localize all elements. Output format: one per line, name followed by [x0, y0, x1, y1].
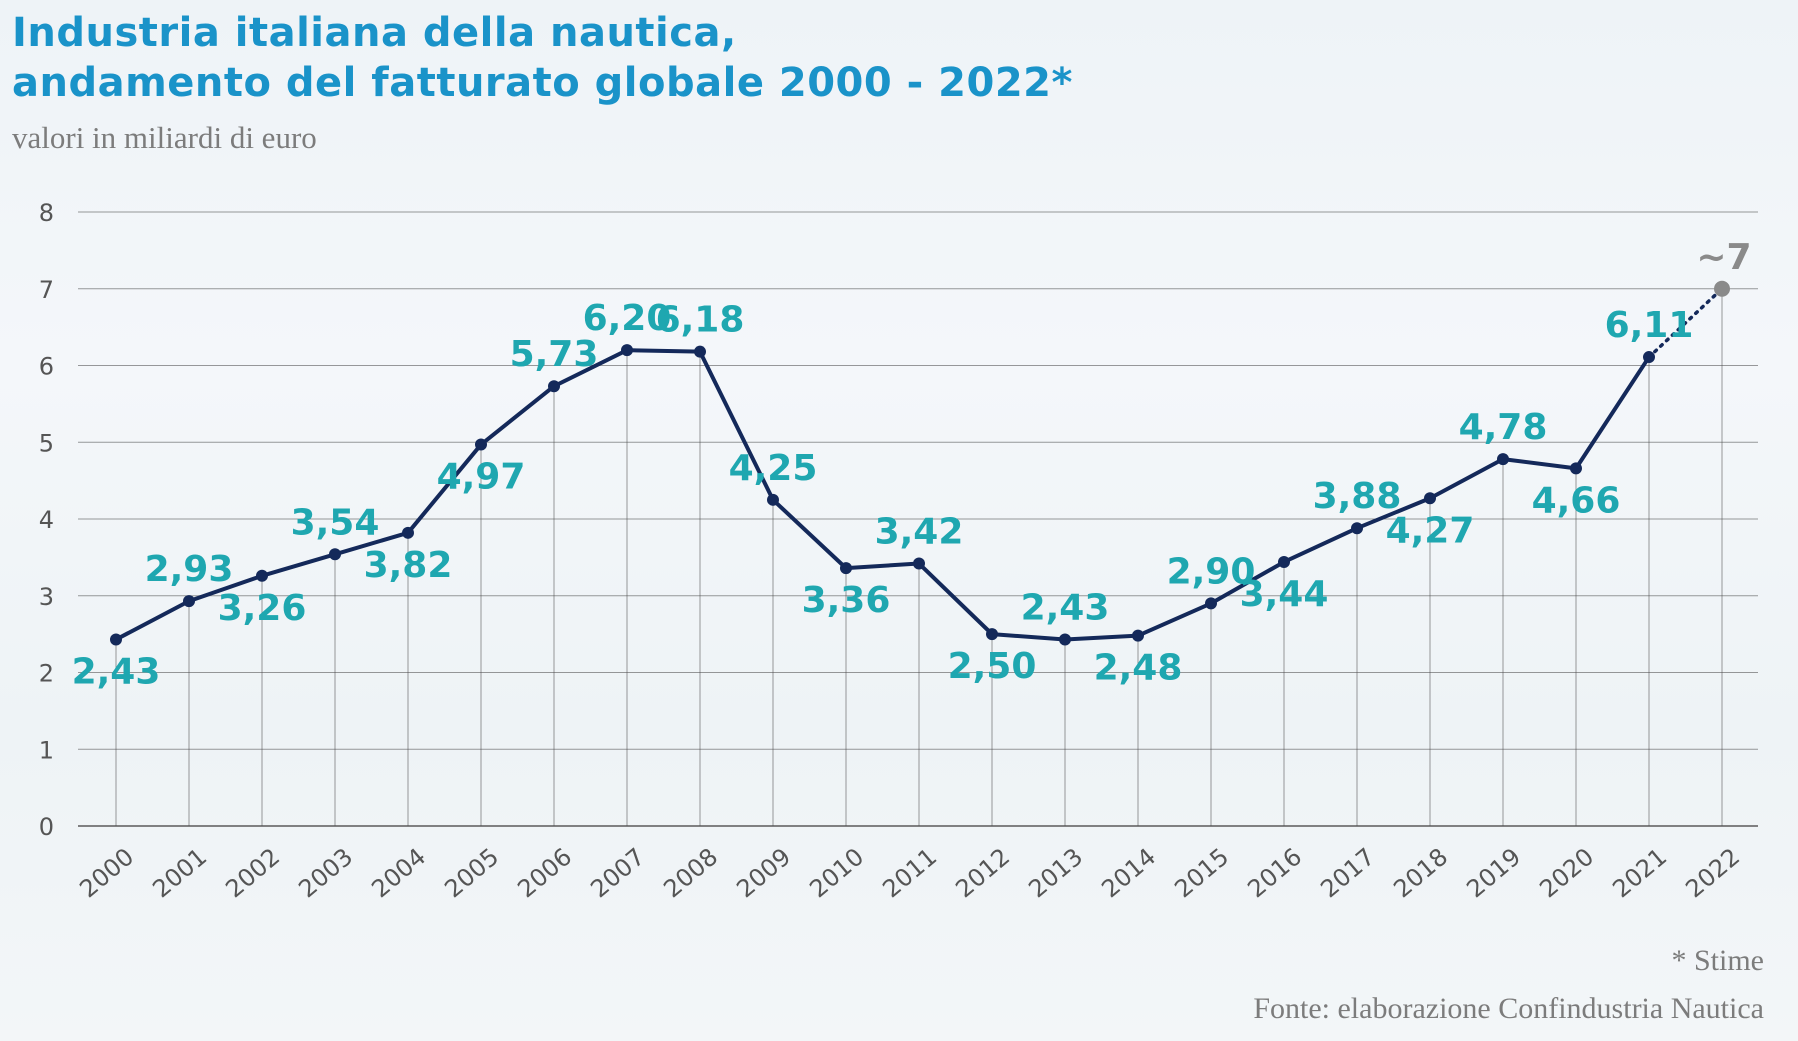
x-tick-label: 2015 — [1169, 843, 1234, 904]
x-tick-label: 2002 — [220, 843, 285, 904]
data-point — [402, 526, 414, 539]
data-point — [621, 344, 633, 357]
x-tick-label: 2004 — [366, 843, 431, 904]
data-label: 3,88 — [1313, 476, 1402, 517]
data-label: 2,43 — [1021, 587, 1110, 628]
data-label: 2,93 — [145, 549, 234, 590]
data-point — [1351, 522, 1363, 535]
data-point — [1205, 597, 1217, 610]
data-point — [767, 493, 779, 506]
x-tick-label: 2010 — [804, 843, 869, 904]
y-tick-label: 1 — [39, 736, 54, 764]
y-tick-label: 3 — [39, 583, 54, 611]
data-label: 2,90 — [1167, 551, 1256, 592]
x-tick-label: 2003 — [293, 843, 358, 904]
y-tick-label: 4 — [39, 506, 54, 534]
data-label: 2,48 — [1094, 648, 1183, 689]
y-tick-label: 0 — [39, 813, 54, 841]
data-point — [1570, 462, 1582, 475]
estimate-point — [1714, 280, 1730, 297]
data-point — [840, 562, 852, 575]
data-label: 2,50 — [948, 646, 1037, 687]
y-tick-label: 8 — [39, 199, 54, 227]
x-tick-label: 2007 — [585, 843, 650, 904]
y-tick-label: 7 — [39, 276, 54, 304]
chart-title: Industria italiana della nautica, andame… — [12, 8, 1073, 108]
x-tick-label: 2008 — [658, 843, 723, 904]
y-tick-label: 6 — [39, 353, 54, 381]
data-point — [1424, 492, 1436, 505]
x-tick-label: 2022 — [1680, 843, 1745, 904]
data-point — [1059, 633, 1071, 646]
series-line — [115, 348, 1651, 642]
data-label: 4,27 — [1386, 510, 1475, 551]
data-label: 3,54 — [291, 502, 380, 543]
x-tick-label: 2013 — [1023, 843, 1088, 904]
x-tick-label: 2009 — [731, 843, 796, 904]
x-tick-label: 2018 — [1388, 843, 1453, 904]
data-point — [1132, 629, 1144, 642]
estimate-note: * Stime — [1671, 944, 1764, 977]
data-point — [548, 380, 560, 393]
source-note: Fonte: elaborazione Confindustria Nautic… — [1253, 992, 1764, 1025]
x-tick-label: 2005 — [439, 843, 504, 904]
data-point — [110, 633, 122, 646]
x-tick-label: 2017 — [1315, 843, 1380, 904]
data-label: 3,36 — [802, 580, 891, 621]
estimate-data-label: ~7 — [1696, 237, 1751, 278]
data-label: 5,73 — [510, 334, 599, 375]
data-point — [1278, 555, 1290, 568]
x-tick-label: 2021 — [1607, 843, 1672, 904]
data-point — [256, 569, 268, 582]
data-label: 6,20 — [583, 298, 672, 339]
x-tick-label: 2014 — [1096, 843, 1161, 904]
x-tick-label: 2016 — [1242, 843, 1307, 904]
data-label: 3,42 — [875, 512, 964, 553]
chart-subtitle: valori in miliardi di euro — [12, 120, 317, 155]
data-label: 2,43 — [72, 651, 161, 692]
data-label: 4,25 — [729, 448, 818, 489]
data-point — [694, 345, 706, 358]
x-tick-label: 2000 — [74, 843, 139, 904]
data-label: 6,11 — [1605, 305, 1694, 346]
y-tick-label: 5 — [39, 429, 54, 457]
x-tick-label: 2019 — [1461, 843, 1526, 904]
series-line-estimate — [1647, 287, 1724, 359]
x-tick-label: 2020 — [1534, 843, 1599, 904]
data-label: 3,26 — [218, 588, 307, 629]
x-tick-label: 2012 — [950, 843, 1015, 904]
data-point — [183, 595, 195, 608]
data-point — [475, 438, 487, 451]
data-label: 6,18 — [656, 300, 745, 341]
x-tick-label: 2001 — [147, 843, 212, 904]
x-tick-label: 2011 — [877, 843, 942, 904]
data-label: 3,44 — [1240, 574, 1329, 615]
chart-title-line-1: Industria italiana della nautica, — [12, 10, 737, 56]
data-point — [1497, 453, 1509, 466]
data-point — [913, 557, 925, 570]
data-point — [986, 628, 998, 641]
data-label: 4,66 — [1532, 480, 1621, 521]
chart-title-line-2: andamento del fatturato globale 2000 - 2… — [12, 60, 1073, 106]
x-tick-label: 2006 — [512, 843, 577, 904]
data-label: 4,78 — [1459, 407, 1548, 448]
data-label: 4,97 — [437, 457, 526, 498]
y-tick-label: 2 — [39, 660, 54, 688]
data-label: 3,82 — [364, 545, 453, 586]
data-point — [329, 548, 341, 561]
data-point — [1643, 351, 1655, 364]
